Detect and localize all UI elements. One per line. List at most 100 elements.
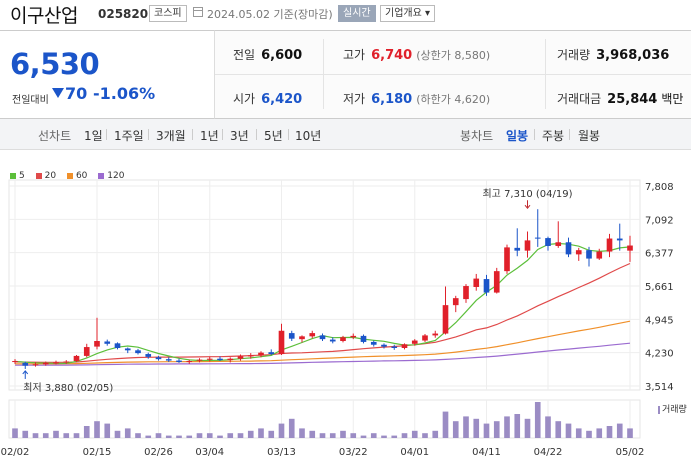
volume-bar — [545, 416, 551, 438]
x-tick-label: 04/22 — [534, 447, 563, 458]
volume-bar — [452, 421, 459, 438]
volume-bar — [288, 418, 295, 438]
low-price: 저가 6,180 (하한가 4,620) — [343, 92, 491, 107]
candle-body — [278, 330, 285, 355]
candle-body — [176, 360, 182, 362]
change-percent: -1.06% — [93, 84, 156, 103]
candle-body — [42, 362, 49, 365]
candle-body — [504, 247, 510, 272]
company-overview-dropdown[interactable]: 기업개요 ▾ — [380, 5, 435, 22]
market-badge: 코스피 — [149, 5, 187, 22]
candle-body — [145, 354, 152, 357]
volume-bar — [94, 421, 100, 438]
candle-body — [73, 355, 80, 362]
tab-5y[interactable]: 5년 — [264, 129, 283, 143]
candle-body — [411, 340, 418, 344]
volume-bar — [73, 433, 80, 438]
candle-body — [483, 279, 490, 293]
candle-body — [565, 242, 572, 255]
volume-bar — [586, 430, 592, 438]
volume-bar — [483, 423, 490, 438]
ma-legend: 5 20 60 120 — [10, 171, 132, 181]
volume-bar — [12, 428, 18, 438]
candle-body — [206, 358, 213, 360]
tab-1d[interactable]: 1일 — [84, 129, 103, 143]
volume-bar — [217, 435, 223, 438]
realtime-button[interactable]: 실시간 — [338, 5, 376, 22]
volume-legend: 거래량 — [658, 402, 687, 415]
tab-1w[interactable]: 1주일 — [114, 129, 144, 143]
volume-bar — [391, 435, 398, 438]
volume-bar — [596, 428, 603, 438]
calendar-icon — [193, 7, 203, 17]
candle-body — [155, 357, 162, 360]
tab-weekly[interactable]: 주봉 — [542, 129, 565, 143]
volume-bar — [432, 430, 439, 438]
volume-bar — [104, 423, 111, 438]
x-tick-label: 03/22 — [339, 447, 368, 458]
volume-bar — [309, 430, 316, 438]
candle-body — [32, 364, 39, 366]
volume-bar — [237, 433, 244, 438]
volume-bar — [114, 430, 121, 438]
tab-3y[interactable]: 3년 — [230, 129, 249, 143]
x-tick-label: 03/13 — [267, 447, 296, 458]
candle-chart-label: 봉차트 — [460, 129, 494, 143]
candle-body — [288, 333, 295, 339]
candle-body — [606, 238, 613, 252]
volume-bar — [63, 433, 70, 438]
candle-body — [381, 344, 387, 347]
candle-body — [473, 278, 480, 287]
volume-bar — [53, 430, 59, 438]
candle-body — [268, 352, 275, 355]
open-price: 시가 6,420 — [233, 92, 303, 107]
tab-monthly[interactable]: 월봉 — [578, 129, 601, 143]
candle-body — [514, 247, 521, 251]
candle-body — [104, 341, 111, 344]
candle-body — [432, 333, 439, 336]
candle-body — [12, 361, 18, 363]
volume-bar — [247, 430, 254, 438]
candle-body — [135, 350, 141, 354]
candle-body — [627, 245, 633, 251]
y-tick-label: 6,377 — [645, 249, 674, 260]
candle-body — [616, 238, 623, 241]
high-arrow-head — [524, 204, 531, 209]
candle-body — [524, 240, 531, 251]
tab-daily[interactable]: 일봉 — [506, 129, 529, 143]
volume-bar — [350, 433, 357, 438]
volume-bar — [196, 433, 203, 438]
volume-bar — [176, 435, 182, 438]
tab-3m[interactable]: 3개월 — [156, 129, 186, 143]
volume-bar — [155, 433, 162, 438]
candle-body — [463, 286, 469, 300]
volume: 거래량 3,968,036 — [557, 48, 670, 63]
volume-bar — [299, 428, 305, 438]
candle-body — [575, 250, 582, 255]
y-tick-label: 7,092 — [645, 215, 674, 226]
candle-body — [227, 358, 234, 361]
low-annotation: 최저 3,880 (02/05) — [23, 382, 113, 394]
volume-bar — [493, 421, 500, 438]
tab-1y[interactable]: 1년 — [200, 129, 219, 143]
volume-bar — [329, 433, 336, 438]
candle-body — [309, 333, 316, 337]
volume-bar — [268, 430, 275, 438]
y-tick-label: 4,945 — [645, 315, 674, 326]
volume-bar — [565, 423, 572, 438]
volume-bar — [442, 411, 449, 438]
volume-bar — [186, 435, 193, 438]
x-tick-label: 04/01 — [400, 447, 429, 458]
y-tick-label: 5,661 — [645, 282, 674, 293]
chart-tabs: 선차트 1일 1주일 3개월 1년 3년 5년 10년 봉차트 일봉 주봉 월봉 — [0, 119, 691, 150]
volume-bar — [258, 428, 264, 438]
candle-body — [114, 343, 121, 348]
ma60-line — [15, 320, 631, 365]
y-tick-label: 3,514 — [645, 382, 674, 393]
tab-10y[interactable]: 10년 — [295, 129, 322, 143]
volume-bar — [227, 433, 234, 438]
candle-body — [452, 298, 459, 306]
candle-body — [247, 355, 254, 357]
legend-ma20: 20 — [35, 171, 56, 181]
